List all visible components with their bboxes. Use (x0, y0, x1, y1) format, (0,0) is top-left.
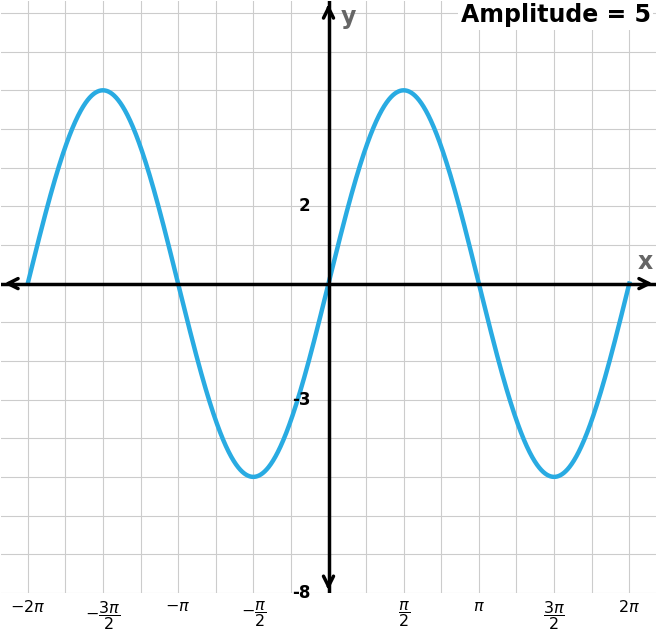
Text: $-2\pi$: $-2\pi$ (10, 599, 45, 615)
Text: $2\pi$: $2\pi$ (618, 599, 641, 615)
Text: $-\dfrac{\pi}{2}$: $-\dfrac{\pi}{2}$ (240, 599, 266, 629)
Text: Amplitude = 5: Amplitude = 5 (461, 3, 651, 27)
Text: 2: 2 (299, 197, 310, 216)
Text: -3: -3 (292, 391, 310, 408)
Text: $\dfrac{3\pi}{2}$: $\dfrac{3\pi}{2}$ (543, 599, 565, 631)
Text: $\pi$: $\pi$ (473, 599, 485, 614)
Text: x: x (638, 250, 653, 274)
Text: $-\pi$: $-\pi$ (166, 599, 191, 614)
Text: -8: -8 (292, 584, 310, 602)
Text: y: y (340, 5, 356, 29)
Text: $-\dfrac{3\pi}{2}$: $-\dfrac{3\pi}{2}$ (85, 599, 121, 631)
Text: $\dfrac{\pi}{2}$: $\dfrac{\pi}{2}$ (397, 599, 410, 629)
